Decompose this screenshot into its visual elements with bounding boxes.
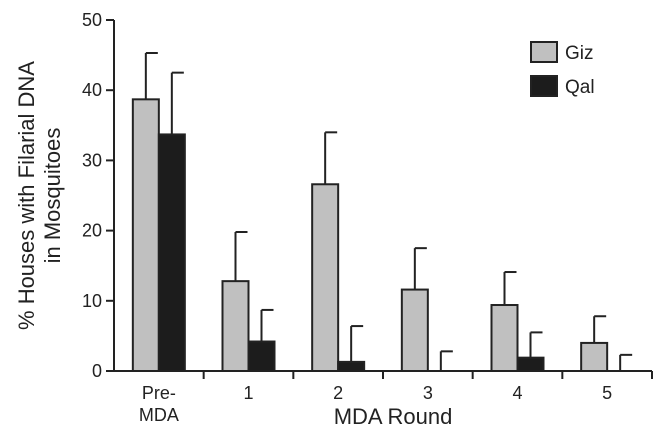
- bar-giz: [400, 288, 429, 372]
- y-tick-label: 0: [92, 361, 102, 381]
- y-tick-label: 50: [82, 10, 102, 30]
- bar-giz: [221, 280, 250, 373]
- axes: 0 10 20 30 40 50 Pre-MDA 1 2 3 4 5: [82, 10, 653, 425]
- x-tick-label: 5: [602, 383, 612, 403]
- x-tick-label: 2: [333, 383, 343, 403]
- y-tick-label: 10: [82, 291, 102, 311]
- legend: Giz Qal: [530, 41, 595, 98]
- x-axis-title: MDA Round: [334, 404, 453, 429]
- legend-label-giz: Giz: [565, 43, 594, 64]
- bar-qal: [516, 356, 545, 372]
- axis-labels: MDA Round % Houses with Filarial DNA in Mo…: [14, 61, 452, 429]
- legend-label-qal: Qal: [565, 77, 595, 98]
- y-tick-label: 30: [82, 150, 102, 170]
- x-tick-label: MDA: [139, 405, 179, 425]
- x-tick-label: 1: [243, 383, 253, 403]
- bar-qal: [337, 360, 366, 372]
- y-tick-label: 40: [82, 80, 102, 100]
- bars: [131, 98, 609, 373]
- legend-swatch-giz: [530, 41, 558, 63]
- bar-giz: [490, 304, 519, 372]
- y-axis-title: in Mosquitoes: [40, 128, 65, 264]
- bar-qal: [247, 340, 276, 372]
- bar-giz: [311, 183, 340, 372]
- x-tick-label: 4: [512, 383, 522, 403]
- bar-giz: [131, 98, 160, 373]
- bar-qal: [157, 133, 186, 372]
- error-bars: [144, 51, 633, 371]
- legend-swatch-qal: [530, 75, 558, 97]
- y-axis-title: % Houses with Filarial DNA: [14, 61, 39, 330]
- bar-giz: [580, 341, 609, 373]
- x-tick-label: 3: [423, 383, 433, 403]
- y-tick-label: 20: [82, 221, 102, 241]
- x-tick-label: Pre-: [142, 383, 176, 403]
